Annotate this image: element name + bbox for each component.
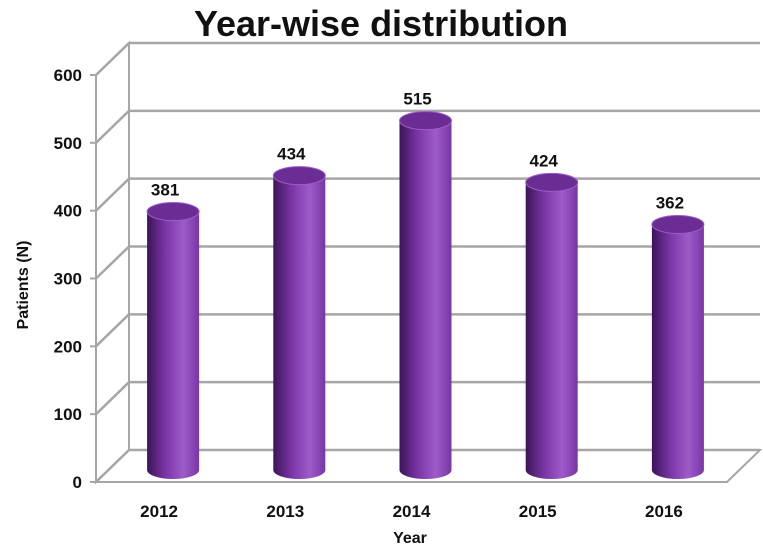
y-axis-label: Patients (N) xyxy=(15,241,32,330)
bar-body xyxy=(651,224,704,479)
bar-2016 xyxy=(651,214,705,479)
x-tick-labels: 2012 2013 2014 2015 2016 xyxy=(140,502,683,521)
x-tick-label: 2012 xyxy=(140,502,178,521)
gridline xyxy=(95,109,760,144)
bar-top xyxy=(146,202,200,222)
x-tick-label: 2016 xyxy=(645,502,683,521)
bar-body xyxy=(525,182,578,480)
bar-2015 xyxy=(525,172,579,480)
y-tick-label: 400 xyxy=(54,202,82,221)
x-axis-label: Year xyxy=(393,530,427,547)
bar-top xyxy=(272,166,326,186)
y-tick-label: 600 xyxy=(54,66,82,85)
chart-title: Year-wise distribution xyxy=(194,3,568,44)
bar-2012 xyxy=(146,202,200,479)
data-label: 362 xyxy=(656,193,684,212)
data-labels: 381 434 515 424 362 xyxy=(151,90,684,213)
y-tick-label: 100 xyxy=(54,405,82,424)
bar-2013 xyxy=(272,166,326,479)
bar-2014 xyxy=(399,111,452,480)
x-tick-label: 2013 xyxy=(266,502,304,521)
data-label: 424 xyxy=(530,151,559,170)
bars xyxy=(146,111,705,480)
bar-top xyxy=(651,214,705,234)
x-tick-label: 2015 xyxy=(519,502,557,521)
data-label: 381 xyxy=(151,181,179,200)
y-tick-labels: 0 100 200 300 400 500 600 xyxy=(54,66,82,492)
y-tick-label: 0 xyxy=(73,473,82,492)
y-tick-label: 200 xyxy=(54,337,82,356)
y-tick-label: 300 xyxy=(54,270,82,289)
x-tick-label: 2014 xyxy=(393,502,431,521)
data-label: 515 xyxy=(403,90,431,109)
bar-body xyxy=(399,120,452,480)
data-label: 434 xyxy=(277,145,306,164)
bar-body xyxy=(147,211,200,479)
bar-top xyxy=(399,111,452,131)
gridline xyxy=(95,41,760,76)
y-tick-label: 500 xyxy=(54,134,82,153)
bar-body xyxy=(273,175,326,479)
bar-top xyxy=(525,172,579,192)
